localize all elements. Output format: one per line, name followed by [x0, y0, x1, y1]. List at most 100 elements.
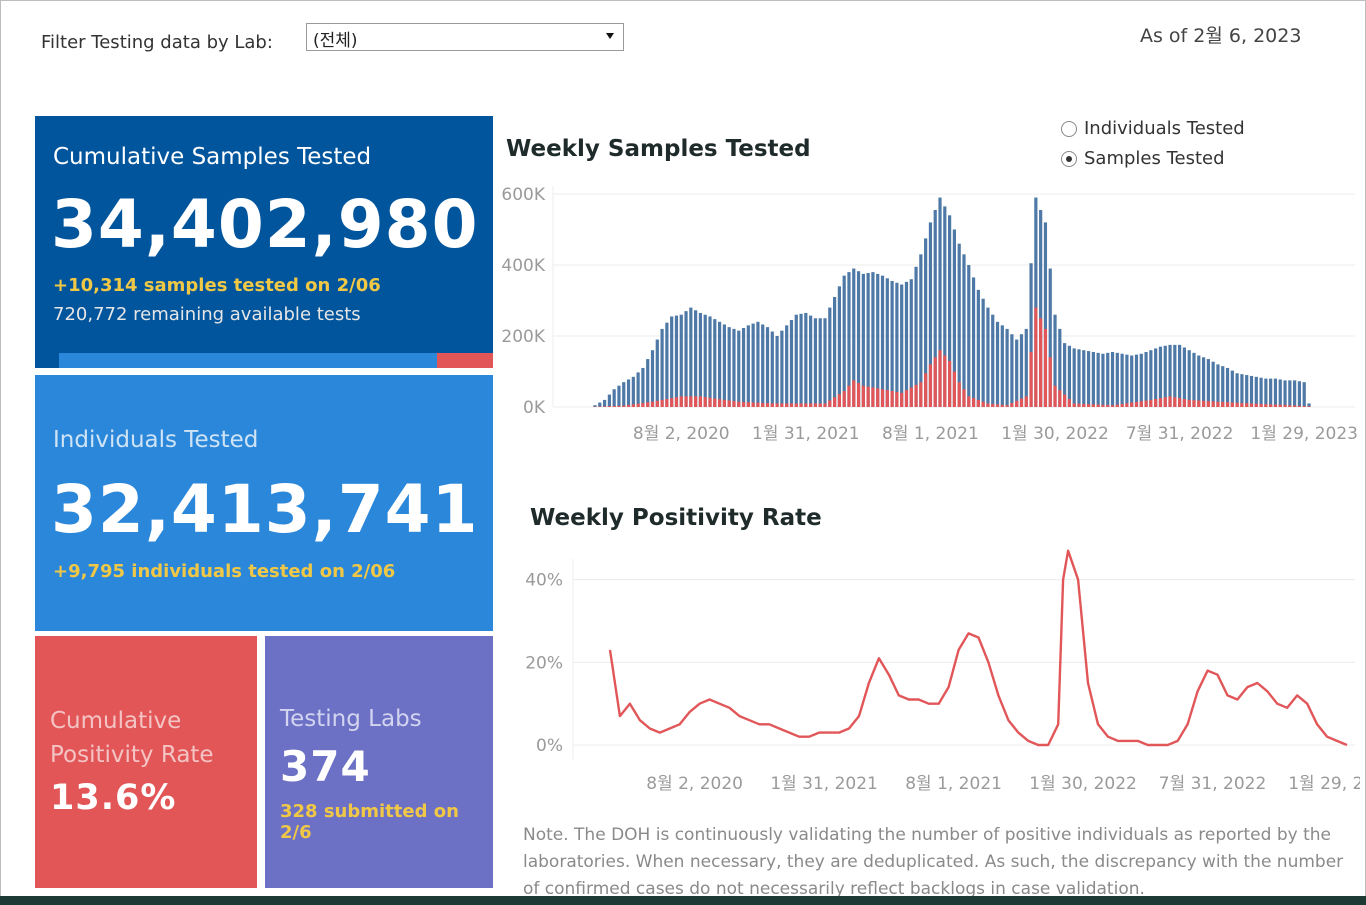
- samples-bar: [775, 336, 779, 407]
- samples-bar: [847, 272, 851, 407]
- lab-filter-dropdown[interactable]: (전체): [306, 23, 624, 51]
- positive-samples-bar: [765, 403, 770, 407]
- samples-bar: [1230, 370, 1234, 407]
- positivity-rate-tile: Cumulative Positivity Rate 13.6%: [35, 636, 257, 888]
- samples-bar: [713, 319, 717, 407]
- samples-bar: [943, 206, 947, 407]
- samples-bar: [612, 389, 616, 407]
- positive-samples-bar: [1225, 402, 1230, 407]
- individuals-tested-tile: Individuals Tested 32,413,741 +9,795 ind…: [35, 375, 493, 631]
- bottom-bar: [0, 896, 1366, 905]
- samples-bar: [1264, 378, 1268, 407]
- positive-samples-bar: [1082, 403, 1086, 407]
- positive-samples-bar: [1053, 385, 1057, 407]
- positive-samples-bar: [1178, 398, 1182, 407]
- radio-checked-icon: [1061, 151, 1077, 167]
- samples-bar: [741, 328, 746, 407]
- positive-samples-bar: [1058, 390, 1062, 407]
- positive-samples-bar: [1096, 404, 1100, 407]
- positive-samples-bar: [756, 402, 760, 407]
- samples-bar: [636, 372, 640, 407]
- positive-samples-bar: [1015, 400, 1019, 407]
- samples-bar: [952, 229, 956, 407]
- samples-bar: [976, 289, 980, 407]
- samples-bar: [1067, 345, 1072, 407]
- positive-samples-bar: [1000, 404, 1004, 407]
- positive-samples-bar: [636, 403, 640, 407]
- samples-bar: [919, 254, 923, 407]
- samples-bar: [1106, 352, 1110, 407]
- positive-samples-bar: [727, 400, 731, 407]
- samples-bar: [895, 282, 899, 407]
- positive-samples-bar: [976, 399, 980, 407]
- positive-samples-bar: [1307, 406, 1311, 407]
- y-tick-label: 40%: [525, 571, 563, 591]
- positive-samples-bar: [670, 398, 674, 407]
- positive-samples-bar: [602, 406, 607, 407]
- y-tick-label: 0K: [523, 398, 546, 418]
- samples-bar: [1216, 364, 1220, 407]
- samples-bar: [1245, 375, 1249, 407]
- positive-samples-bar: [1273, 404, 1278, 407]
- positive-samples-bar: [1048, 357, 1052, 407]
- positive-samples-bar: [717, 399, 722, 407]
- samples-bar: [1134, 354, 1139, 407]
- samples-bar: [598, 402, 602, 407]
- samples-bar: [727, 327, 731, 407]
- positive-samples-bar: [981, 401, 985, 407]
- positive-samples-bar: [722, 399, 726, 407]
- positive-samples-bar: [732, 401, 736, 407]
- samples-bar: [751, 323, 755, 407]
- samples-bar: [602, 399, 607, 407]
- daily-samples-text: +10,314 samples tested on 2/06: [53, 275, 381, 296]
- positive-samples-bar: [1149, 399, 1153, 407]
- positive-samples-bar: [1110, 405, 1115, 407]
- samples-bar: [1154, 348, 1158, 407]
- samples-bar: [1288, 380, 1292, 407]
- positive-samples-bar: [1293, 405, 1297, 407]
- positive-samples-bar: [1230, 402, 1234, 407]
- positive-samples-bar: [1283, 404, 1287, 407]
- samples-bar: [785, 325, 789, 407]
- tile-title-line1: Cumulative: [50, 708, 182, 734]
- positive-samples-bar: [904, 390, 909, 407]
- radio-samples-tested[interactable]: Samples Tested: [1061, 148, 1225, 169]
- tile-title: Individuals Tested: [53, 427, 259, 453]
- positive-samples-bar: [1211, 401, 1215, 407]
- radio-label: Samples Tested: [1084, 148, 1225, 169]
- positive-samples-bar: [1125, 403, 1129, 407]
- samples-bar: [1019, 334, 1024, 407]
- positive-samples-bar: [1115, 404, 1119, 407]
- positive-samples-bar: [885, 390, 889, 407]
- positive-samples-bar: [775, 403, 779, 407]
- x-tick-label: 1월 31, 2021: [770, 774, 878, 794]
- samples-bar: [737, 330, 741, 407]
- daily-individuals-text: +9,795 individuals tested on 2/06: [53, 561, 396, 582]
- x-tick-label: 8월 2, 2020: [646, 774, 743, 794]
- radio-individuals-tested[interactable]: Individuals Tested: [1061, 118, 1245, 139]
- samples-bar: [1178, 344, 1182, 407]
- note-text: Note. The DOH is continuously validating…: [523, 825, 1344, 899]
- samples-bar: [1072, 348, 1076, 407]
- samples-bar: [1010, 334, 1014, 407]
- testing-labs-tile: Testing Labs 374 328 submitted on 2/6: [265, 636, 493, 888]
- samples-bar: [1039, 209, 1043, 407]
- samples-bar: [655, 339, 659, 407]
- samples-bar: [813, 318, 818, 407]
- samples-bar: [1168, 344, 1172, 407]
- positive-samples-bar: [828, 400, 832, 407]
- samples-bar: [1034, 197, 1038, 407]
- positive-samples-bar: [1245, 403, 1249, 407]
- samples-bar: [1077, 349, 1081, 407]
- samples-bar: [823, 318, 827, 407]
- samples-bar: [607, 394, 611, 407]
- samples-bar: [995, 321, 1000, 407]
- positive-samples-bar: [617, 405, 621, 407]
- samples-bar: [770, 331, 774, 407]
- samples-bar: [708, 316, 712, 407]
- samples-bar: [626, 379, 631, 407]
- positive-samples-bar: [741, 401, 746, 407]
- positive-samples-bar: [746, 402, 750, 407]
- tests-remaining-progress-bar: [437, 353, 493, 368]
- x-tick-label: 8월 2, 2020: [633, 424, 730, 444]
